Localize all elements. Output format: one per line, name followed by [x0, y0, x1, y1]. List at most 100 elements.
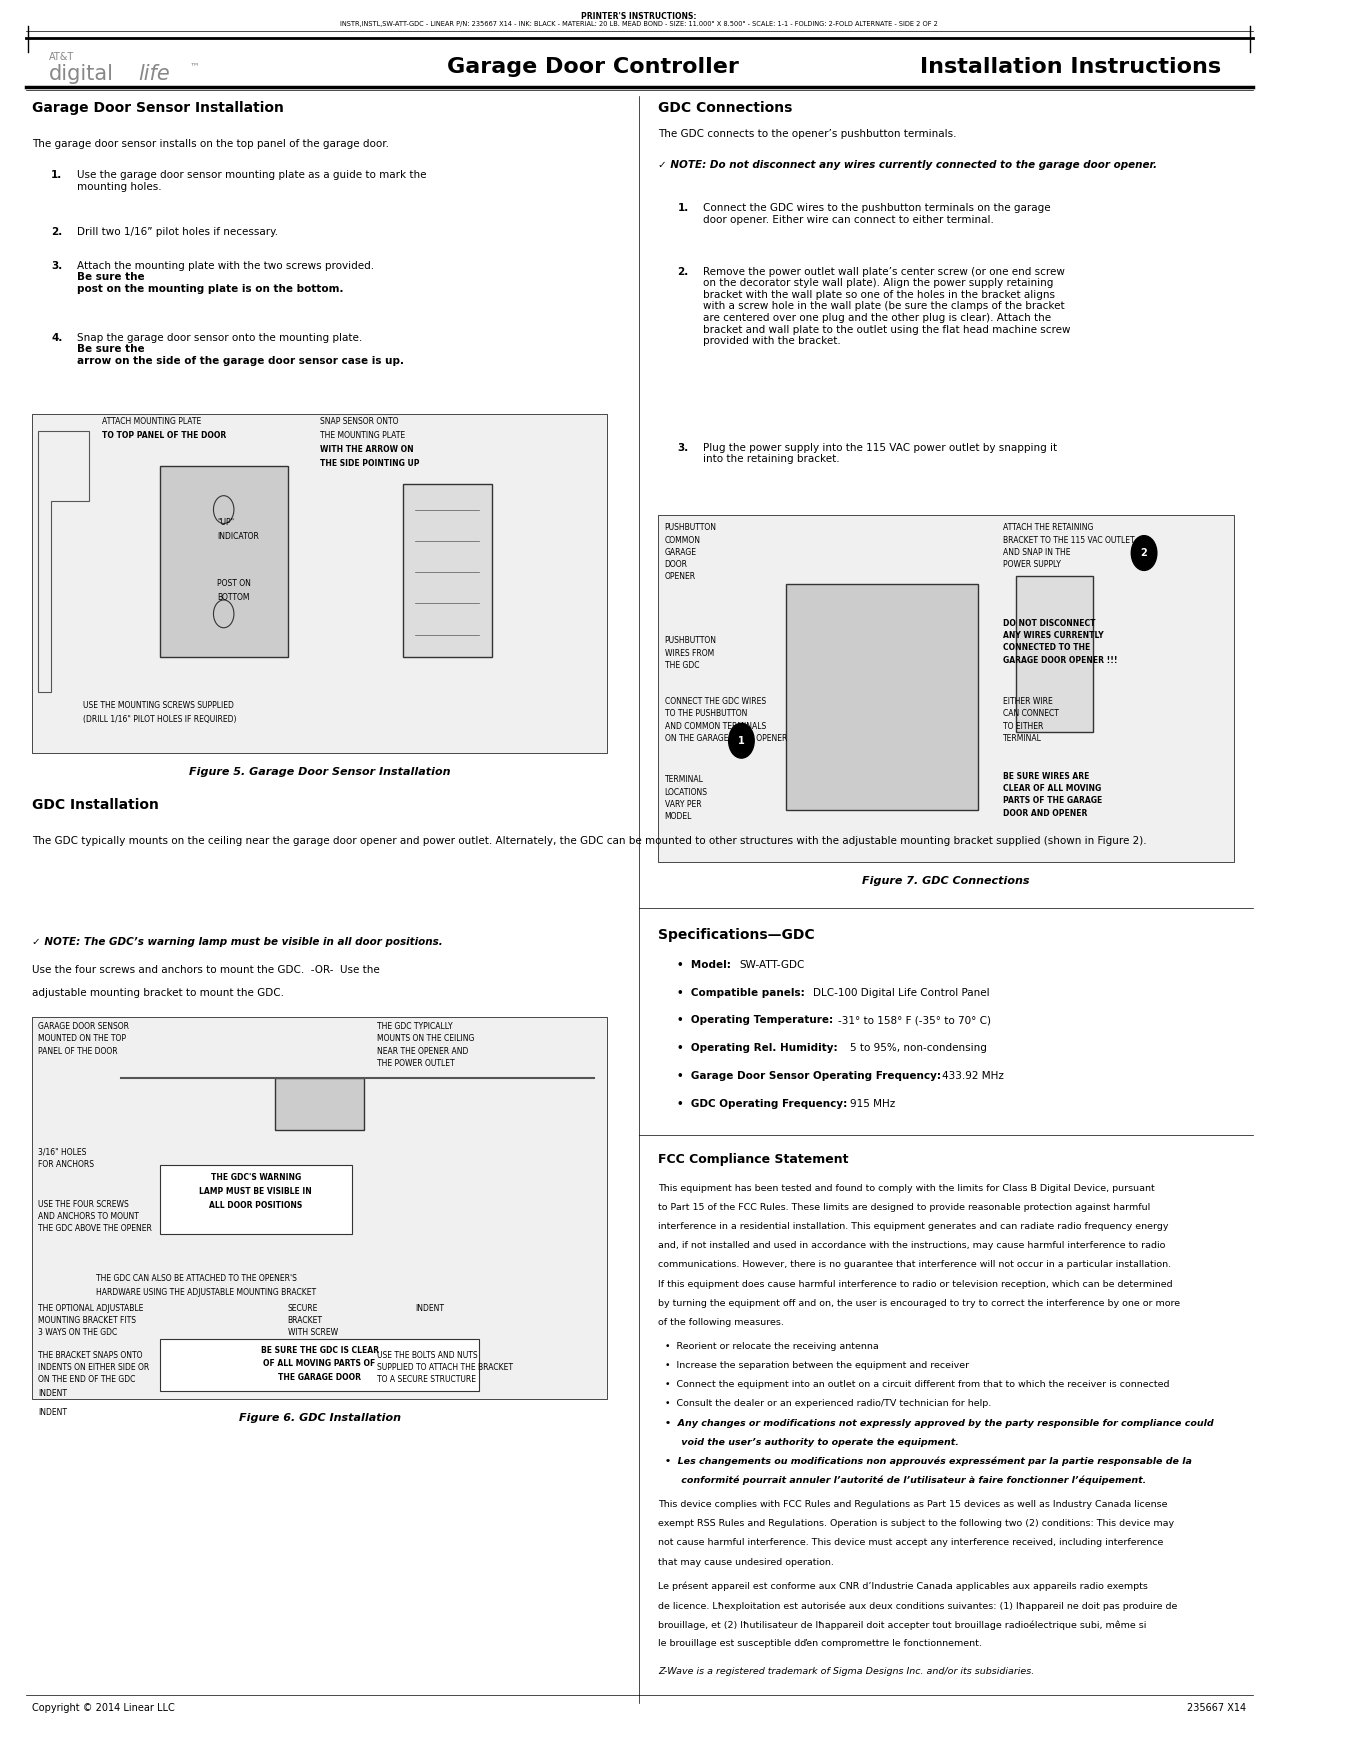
Text: OPENER: OPENER: [665, 572, 696, 580]
Text: INDICATOR: INDICATOR: [217, 532, 259, 541]
Text: Connect the GDC wires to the pushbutton terminals on the garage
door opener. Eit: Connect the GDC wires to the pushbutton …: [703, 203, 1051, 224]
Text: ™: ™: [189, 61, 199, 71]
Text: -31° to 158° F (-35° to 70° C): -31° to 158° F (-35° to 70° C): [838, 1015, 991, 1025]
Text: THE GDC: THE GDC: [665, 660, 699, 669]
Circle shape: [1131, 535, 1157, 570]
Circle shape: [729, 723, 754, 758]
Text: COMMON: COMMON: [665, 535, 701, 544]
Text: life: life: [138, 64, 170, 85]
Text: ✓ NOTE: Do not disconnect any wires currently connected to the garage door opene: ✓ NOTE: Do not disconnect any wires curr…: [658, 160, 1157, 170]
Text: Installation Instructions: Installation Instructions: [920, 57, 1221, 78]
Text: of the following measures.: of the following measures.: [658, 1317, 784, 1326]
Text: 4.: 4.: [52, 334, 63, 342]
Text: CAN CONNECT: CAN CONNECT: [1003, 709, 1059, 718]
Text: digital: digital: [49, 64, 113, 85]
Text: GARAGE DOOR OPENER !!!: GARAGE DOOR OPENER !!!: [1003, 655, 1118, 664]
Text: VARY PER: VARY PER: [665, 799, 702, 808]
Text: AT&T: AT&T: [49, 52, 74, 63]
Text: Remove the power outlet wall plate’s center screw (or one end screw
on the decor: Remove the power outlet wall plate’s cen…: [703, 266, 1070, 346]
Text: MOUNTED ON THE TOP: MOUNTED ON THE TOP: [38, 1034, 127, 1043]
Text: Le présent appareil est conforme aux CNR d’Industrie Canada applicables aux appa: Le présent appareil est conforme aux CNR…: [658, 1582, 1148, 1592]
Text: DLC-100 Digital Life Control Panel: DLC-100 Digital Life Control Panel: [814, 987, 990, 998]
Text: Snap the garage door sensor onto the mounting plate.: Snap the garage door sensor onto the mou…: [76, 334, 365, 342]
Text: SUPPLIED TO ATTACH THE BRACKET: SUPPLIED TO ATTACH THE BRACKET: [378, 1363, 512, 1371]
Text: INDENT: INDENT: [38, 1389, 67, 1397]
Text: 2.: 2.: [677, 266, 688, 276]
Text: •  Model:: • Model:: [677, 959, 735, 970]
Text: DO NOT DISCONNECT: DO NOT DISCONNECT: [1003, 619, 1096, 627]
Text: and, if not installed and used in accordance with the instructions, may cause ha: and, if not installed and used in accord…: [658, 1241, 1165, 1250]
Text: BRACKET TO THE 115 VAC OUTLET: BRACKET TO THE 115 VAC OUTLET: [1003, 535, 1135, 544]
Text: EITHER WIRE: EITHER WIRE: [1003, 697, 1054, 706]
Text: CONNECT THE GDC WIRES: CONNECT THE GDC WIRES: [665, 697, 766, 706]
Text: •  Operating Rel. Humidity:: • Operating Rel. Humidity:: [677, 1043, 842, 1053]
Text: BE SURE THE GDC IS CLEAR: BE SURE THE GDC IS CLEAR: [260, 1345, 379, 1354]
Text: 5 to 95%, non-condensing: 5 to 95%, non-condensing: [851, 1043, 987, 1053]
Text: THE BRACKET SNAPS ONTO: THE BRACKET SNAPS ONTO: [38, 1350, 143, 1359]
Text: GARAGE: GARAGE: [665, 547, 696, 556]
Text: Be sure the
arrow on the side of the garage door sensor case is up.: Be sure the arrow on the side of the gar…: [76, 344, 403, 367]
Text: 235667 X14: 235667 X14: [1187, 1703, 1246, 1714]
Text: Specifications—GDC: Specifications—GDC: [658, 928, 815, 942]
Text: USE THE MOUNTING SCREWS SUPPLIED: USE THE MOUNTING SCREWS SUPPLIED: [83, 700, 234, 709]
Text: Figure 6. GDC Installation: Figure 6. GDC Installation: [239, 1413, 401, 1423]
Text: AND COMMON TERMINALS: AND COMMON TERMINALS: [665, 721, 766, 730]
Text: Figure 7. GDC Connections: Figure 7. GDC Connections: [863, 876, 1029, 886]
Text: WIRES FROM: WIRES FROM: [665, 648, 714, 657]
Text: MOUNTING BRACKET FITS: MOUNTING BRACKET FITS: [38, 1316, 136, 1324]
Text: ALL DOOR POSITIONS: ALL DOOR POSITIONS: [209, 1201, 303, 1210]
Text: ANY WIRES CURRENTLY: ANY WIRES CURRENTLY: [1003, 631, 1104, 640]
Text: interference in a residential installation. This equipment generates and can rad: interference in a residential installati…: [658, 1222, 1169, 1231]
Text: ON THE GARAGE DOOR OPENER: ON THE GARAGE DOOR OPENER: [665, 733, 786, 742]
FancyBboxPatch shape: [658, 514, 1234, 862]
Text: to Part 15 of the FCC Rules. These limits are designed to provide reasonable pro: to Part 15 of the FCC Rules. These limit…: [658, 1203, 1150, 1211]
Bar: [786, 584, 977, 810]
Text: TERMINAL: TERMINAL: [665, 775, 703, 784]
Text: adjustable mounting bracket to mount the GDC.: adjustable mounting bracket to mount the…: [31, 987, 284, 998]
FancyBboxPatch shape: [31, 1017, 607, 1399]
Text: PUSHBUTTON: PUSHBUTTON: [665, 523, 717, 532]
Text: INSTR,INSTL,SW-ATT-GDC - LINEAR P/N: 235667 X14 - INK: BLACK - MATERIAL: 20 LB. : INSTR,INSTL,SW-ATT-GDC - LINEAR P/N: 235…: [341, 21, 938, 26]
Text: WITH SCREW: WITH SCREW: [288, 1328, 338, 1337]
Text: brouillage, et (2) lħutilisateur de lħappareil doit accepter tout brouillage rad: brouillage, et (2) lħutilisateur de lħap…: [658, 1620, 1146, 1630]
Text: THE MOUNTING PLATE: THE MOUNTING PLATE: [319, 431, 405, 440]
Text: 2.: 2.: [52, 228, 63, 236]
Text: Drill two 1/16” pilot holes if necessary.: Drill two 1/16” pilot holes if necessary…: [76, 228, 278, 236]
Text: THE GDC'S WARNING: THE GDC'S WARNING: [210, 1173, 301, 1182]
Text: 1: 1: [737, 735, 744, 746]
Text: THE GDC ABOVE THE OPENER: THE GDC ABOVE THE OPENER: [38, 1224, 153, 1232]
Text: 3.: 3.: [52, 261, 63, 271]
Text: ON THE END OF THE GDC: ON THE END OF THE GDC: [38, 1375, 136, 1383]
Text: BRACKET: BRACKET: [288, 1316, 323, 1324]
Bar: [159, 466, 288, 657]
Text: LAMP MUST BE VISIBLE IN: LAMP MUST BE VISIBLE IN: [199, 1187, 312, 1196]
Text: PRINTER'S INSTRUCTIONS:: PRINTER'S INSTRUCTIONS:: [582, 12, 696, 21]
Text: Use the garage door sensor mounting plate as a guide to mark the
mounting holes.: Use the garage door sensor mounting plat…: [76, 170, 427, 191]
Text: BOTTOM: BOTTOM: [217, 593, 249, 601]
Text: OF ALL MOVING PARTS OF: OF ALL MOVING PARTS OF: [263, 1359, 376, 1368]
Text: The GDC typically mounts on the ceiling near the garage door opener and power ou: The GDC typically mounts on the ceiling …: [31, 836, 1146, 846]
Bar: [402, 483, 492, 657]
Text: This equipment has been tested and found to comply with the limits for Class B D: This equipment has been tested and found…: [658, 1184, 1154, 1192]
Text: THE GDC CAN ALSO BE ATTACHED TO THE OPENER'S: THE GDC CAN ALSO BE ATTACHED TO THE OPEN…: [95, 1274, 297, 1283]
Text: by turning the equipment off and on, the user is encouraged to try to correct th: by turning the equipment off and on, the…: [658, 1298, 1180, 1307]
Text: WITH THE ARROW ON: WITH THE ARROW ON: [319, 445, 413, 454]
Text: AND SNAP IN THE: AND SNAP IN THE: [1003, 547, 1071, 556]
Text: INDENTS ON EITHER SIDE OR: INDENTS ON EITHER SIDE OR: [38, 1363, 150, 1371]
Text: GARAGE DOOR SENSOR: GARAGE DOOR SENSOR: [38, 1022, 129, 1031]
Text: FOR ANCHORS: FOR ANCHORS: [38, 1159, 94, 1168]
Text: exempt RSS Rules and Regulations. Operation is subject to the following two (2) : exempt RSS Rules and Regulations. Operat…: [658, 1519, 1175, 1528]
Text: •  Compatible panels:: • Compatible panels:: [677, 987, 808, 998]
Text: •  Consult the dealer or an experienced radio/TV technician for help.: • Consult the dealer or an experienced r…: [665, 1399, 991, 1408]
Text: void the user’s authority to operate the equipment.: void the user’s authority to operate the…: [665, 1437, 958, 1446]
Text: INDENT: INDENT: [38, 1408, 67, 1416]
Text: PARTS OF THE GARAGE: PARTS OF THE GARAGE: [1003, 796, 1103, 805]
Text: SW-ATT-GDC: SW-ATT-GDC: [740, 959, 806, 970]
Text: 433.92 MHz: 433.92 MHz: [942, 1071, 1005, 1081]
Bar: [159, 1338, 480, 1390]
Text: Figure 5. Garage Door Sensor Installation: Figure 5. Garage Door Sensor Installatio…: [189, 766, 450, 777]
Text: POST ON: POST ON: [217, 579, 251, 587]
Text: FCC Compliance Statement: FCC Compliance Statement: [658, 1152, 849, 1166]
Text: ✓ NOTE: The GDC’s warning lamp must be visible in all door positions.: ✓ NOTE: The GDC’s warning lamp must be v…: [31, 937, 443, 947]
Text: TO A SECURE STRUCTURE: TO A SECURE STRUCTURE: [378, 1375, 476, 1383]
